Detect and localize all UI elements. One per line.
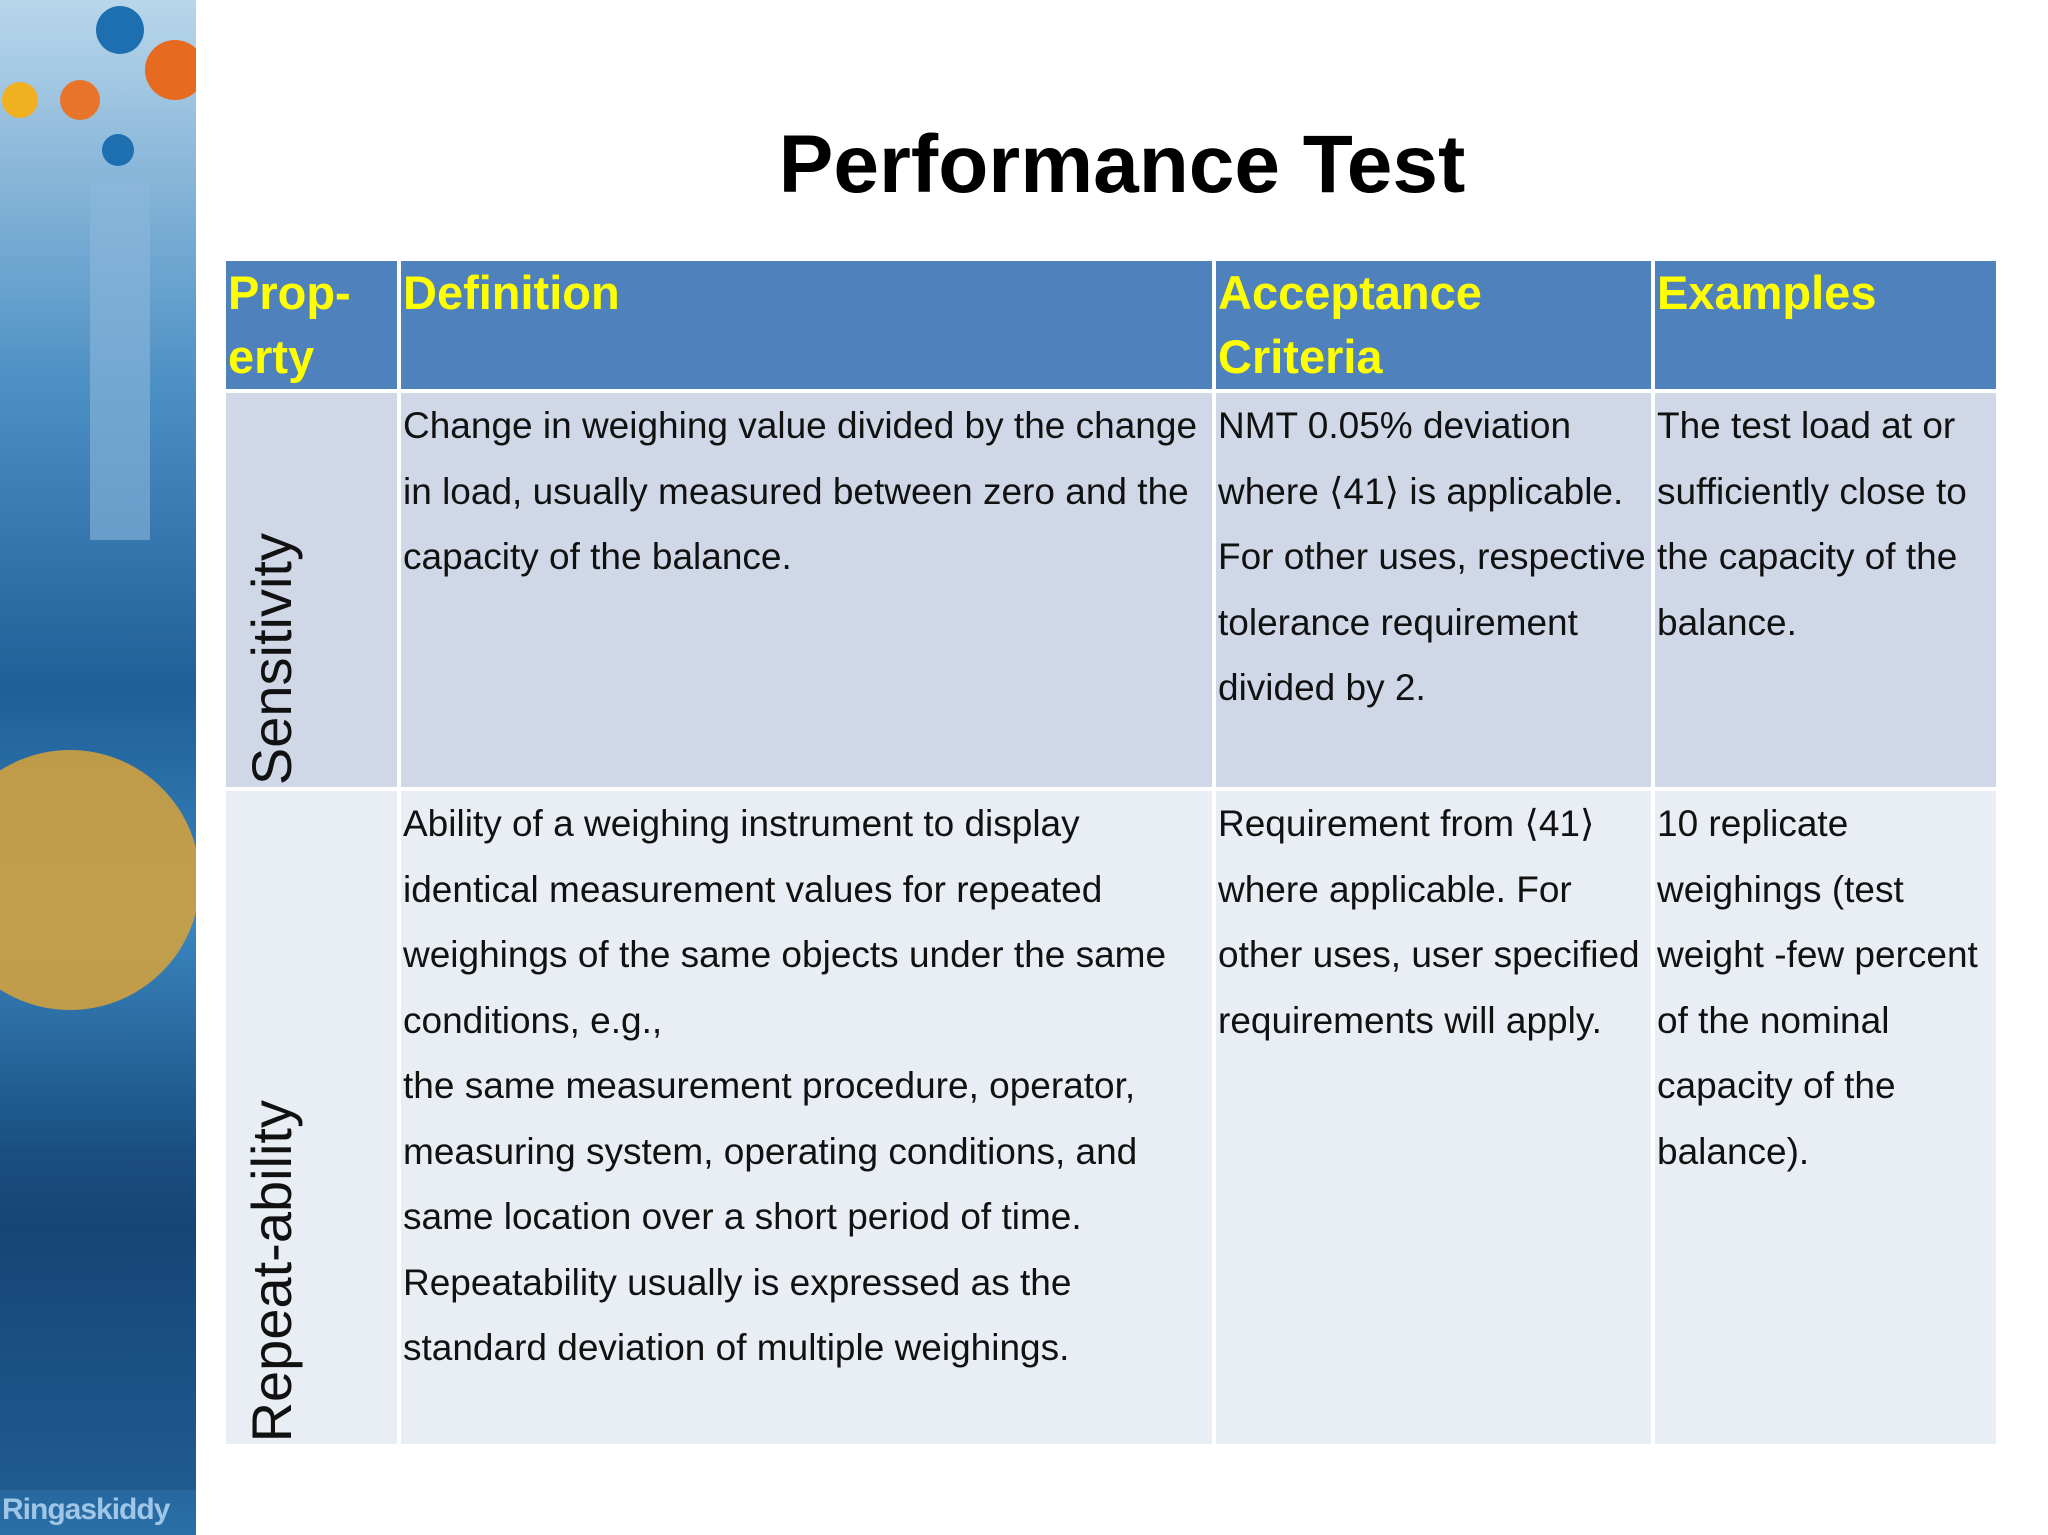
sidebar-art xyxy=(0,6,196,1490)
header-row: Prop-erty Definition Acceptance Criteria Ex… xyxy=(222,257,2000,393)
sidebar: Ringaskiddy xyxy=(0,0,196,1535)
table-cell: Requirement from ⟨41⟩ where applicable. … xyxy=(1212,787,1655,1448)
property-cell: Sensitivity xyxy=(222,389,401,791)
table-cell: Ability of a weighing instrument to disp… xyxy=(397,787,1216,1448)
table: Prop-erty Definition Acceptance Criteria Ex… xyxy=(222,257,2000,1448)
table-cell: 10 replicate weighings (test weight -few… xyxy=(1651,787,2000,1448)
property-label: Sensitivity xyxy=(240,532,303,785)
property-label: Repeat-ability xyxy=(240,1099,303,1442)
header-cell: Prop-erty xyxy=(222,257,401,393)
table-cell: The test load at or sufficiently close t… xyxy=(1651,389,2000,791)
table-cell: Change in weighing value divided by the … xyxy=(397,389,1216,791)
sidebar-label: Ringaskiddy xyxy=(2,1493,170,1526)
property-cell: Repeat-ability xyxy=(222,787,401,1448)
header-cell: Definition xyxy=(397,257,1216,393)
table-cell: NMT 0.05% deviation where ⟨41⟩ is applic… xyxy=(1212,389,1655,791)
header-cell: Acceptance Criteria xyxy=(1212,257,1655,393)
table-row: Sensitivity Change in weighing value divi… xyxy=(222,389,2000,791)
header-cell: Examples xyxy=(1651,257,2000,393)
slide-title: Performance Test xyxy=(778,119,1466,210)
table-row: Repeat-ability Ability of a weighing inst… xyxy=(222,787,2000,1448)
